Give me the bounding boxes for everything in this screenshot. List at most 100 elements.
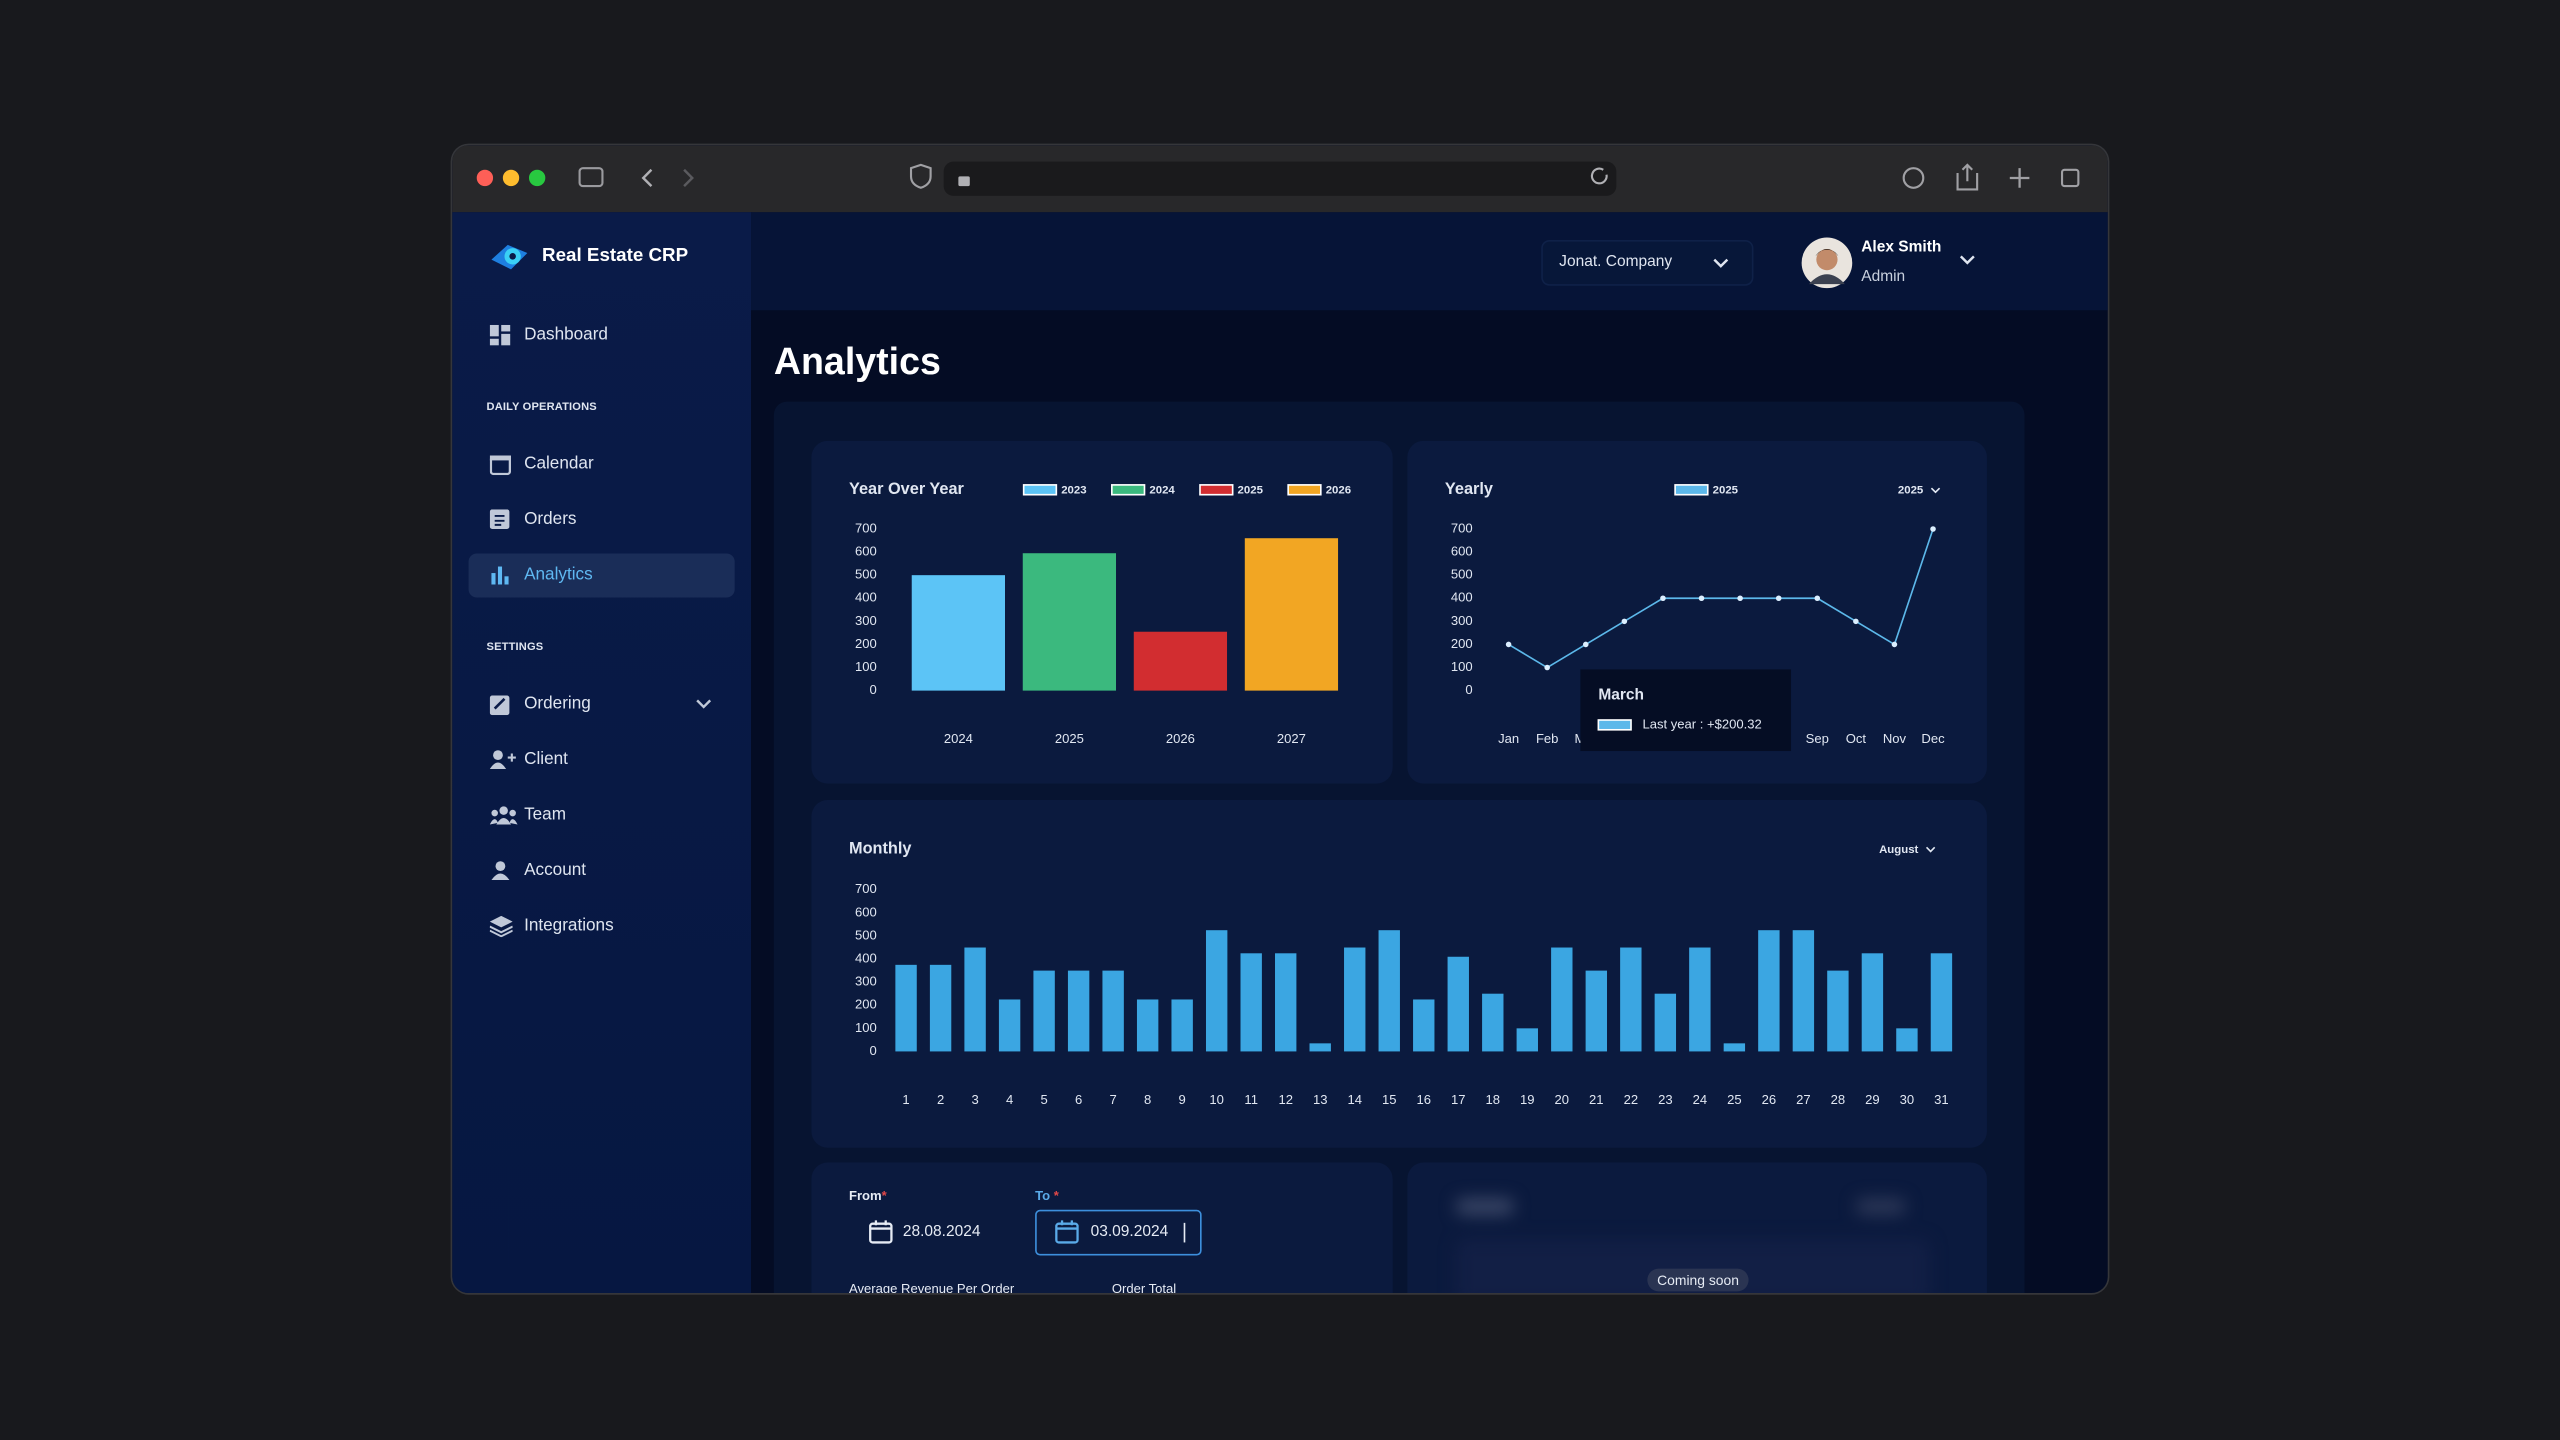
company-name: Jonat. Company bbox=[1559, 253, 1673, 272]
legend-swatch bbox=[1199, 484, 1234, 496]
y-tick-label: 600 bbox=[855, 904, 877, 919]
nav-icon bbox=[489, 324, 511, 346]
x-tick-label: 17 bbox=[1451, 1092, 1466, 1107]
company-select[interactable]: Jonat. Company bbox=[1542, 241, 1752, 285]
reload-button[interactable] bbox=[1590, 167, 1608, 185]
x-tick-label: 18 bbox=[1486, 1092, 1501, 1107]
x-tick-label: Jan bbox=[1498, 731, 1519, 746]
chart-title: Monthly bbox=[849, 839, 912, 857]
user-menu-chevron[interactable] bbox=[1959, 253, 1975, 266]
chart-card: Year Over Year 0 100 200 300 400 500 600 700 2024… bbox=[811, 440, 1393, 784]
bar bbox=[1827, 970, 1849, 1052]
x-tick-label: 13 bbox=[1313, 1092, 1328, 1107]
metric-label: Order Total bbox=[1111, 1281, 1177, 1294]
calendar-icon bbox=[1055, 1220, 1079, 1244]
expand-chevron[interactable] bbox=[696, 697, 712, 710]
chart: Year Over Year 0 100 200 300 400 500 600 700 2024… bbox=[849, 480, 1351, 746]
nav-item[interactable]: Orders bbox=[469, 498, 735, 542]
sidebar: Real Estate CRP Dashboard DAILY OPERATIO… bbox=[452, 212, 752, 1294]
selector-chevron bbox=[1930, 487, 1941, 494]
share-button[interactable] bbox=[1956, 163, 1979, 191]
period-selector[interactable]: August bbox=[1879, 844, 1918, 856]
nav-item[interactable]: Integrations bbox=[469, 904, 735, 948]
line bbox=[1508, 528, 1934, 669]
x-tick-label: 12 bbox=[1278, 1092, 1293, 1107]
bar bbox=[1930, 953, 1953, 1052]
bar bbox=[1758, 930, 1780, 1052]
x-tick-label: Oct bbox=[1846, 731, 1867, 746]
nav-item[interactable]: Calendar bbox=[469, 442, 735, 486]
browser-toolbar bbox=[452, 145, 2108, 213]
x-tick-label: 23 bbox=[1658, 1092, 1673, 1107]
downloads-button[interactable] bbox=[1902, 167, 1925, 189]
zoom-button[interactable] bbox=[528, 169, 546, 187]
sidebar-toggle[interactable] bbox=[578, 167, 604, 188]
tooltip bbox=[1580, 669, 1792, 752]
minimize-button[interactable] bbox=[502, 169, 520, 187]
select-chevron bbox=[1713, 258, 1729, 268]
bar bbox=[929, 964, 952, 1052]
nav-item[interactable]: Account bbox=[469, 849, 735, 893]
point bbox=[1505, 641, 1512, 648]
x-tick-label: 9 bbox=[1179, 1092, 1186, 1107]
legend-label: 2023 bbox=[1061, 485, 1086, 497]
point bbox=[1544, 664, 1550, 671]
new-tab-button[interactable] bbox=[2009, 168, 2030, 188]
bar bbox=[1896, 1028, 1918, 1052]
bar bbox=[895, 964, 917, 1052]
close-button[interactable] bbox=[476, 169, 494, 187]
x-tick-label: 30 bbox=[1900, 1092, 1915, 1107]
text-cursor bbox=[1183, 1222, 1186, 1243]
y-tick-label: 100 bbox=[855, 659, 877, 674]
y-tick-label: 200 bbox=[855, 636, 877, 651]
bar bbox=[1447, 956, 1469, 1052]
bar bbox=[964, 947, 986, 1052]
y-tick-label: 500 bbox=[855, 567, 877, 582]
point bbox=[1853, 618, 1859, 625]
selector-chevron bbox=[1925, 846, 1936, 853]
point bbox=[1621, 618, 1628, 625]
forward-button[interactable] bbox=[683, 168, 694, 187]
x-tick-label: 22 bbox=[1624, 1092, 1639, 1107]
privacy-icon[interactable] bbox=[909, 163, 932, 189]
nav-label: Calendar bbox=[524, 453, 594, 474]
legend-label: 2025 bbox=[1713, 485, 1739, 497]
back-button[interactable] bbox=[641, 168, 653, 187]
nav-label: Dashboard bbox=[524, 324, 608, 345]
nav-item-active[interactable]: Analytics bbox=[468, 553, 735, 598]
tabs-button[interactable] bbox=[2060, 168, 2080, 188]
bar bbox=[1309, 1043, 1331, 1052]
from-label: From bbox=[848, 1188, 882, 1204]
x-tick-label: 1 bbox=[902, 1092, 909, 1107]
x-tick-label: 8 bbox=[1144, 1092, 1151, 1107]
nav-item[interactable]: Ordering bbox=[469, 682, 735, 726]
bar bbox=[1102, 970, 1124, 1052]
address-bar[interactable] bbox=[943, 161, 1617, 196]
nav-icon bbox=[489, 806, 518, 825]
y-tick-label: 200 bbox=[855, 997, 877, 1012]
tooltip-title: March bbox=[1598, 687, 1644, 704]
period-selector[interactable]: 2025 bbox=[1898, 485, 1924, 497]
bar bbox=[1344, 947, 1366, 1052]
brand-name: Real Estate CRP bbox=[542, 246, 689, 267]
y-tick-label: 400 bbox=[855, 951, 877, 966]
chart-card: Monthly 0 100 200 300 400 500 600 700 1 2 3 4 5 6 7 8 9 10… bbox=[811, 799, 1987, 1148]
x-tick-label: 20 bbox=[1555, 1092, 1570, 1107]
y-tick-label: 200 bbox=[1451, 636, 1473, 651]
from-date-input[interactable]: 28.08.2024 bbox=[864, 1211, 1011, 1253]
x-tick-label: Sep bbox=[1806, 731, 1829, 746]
x-tick-label: 11 bbox=[1244, 1092, 1258, 1107]
legend-label: 2025 bbox=[1238, 485, 1264, 497]
x-tick-label: 6 bbox=[1075, 1092, 1082, 1107]
bar bbox=[1413, 999, 1435, 1052]
nav-item[interactable]: Team bbox=[469, 793, 735, 837]
user-avatar[interactable] bbox=[1801, 237, 1853, 289]
bar bbox=[1585, 970, 1608, 1052]
nav-item[interactable]: Client bbox=[469, 738, 735, 782]
bar bbox=[1067, 970, 1090, 1052]
chart: Yearly0100200300400500600700JanFebMarApr… bbox=[1445, 480, 1945, 752]
nav-item[interactable]: Dashboard bbox=[469, 313, 735, 357]
bar bbox=[1689, 947, 1711, 1052]
to-date-input[interactable]: 03.09.2024 bbox=[1035, 1209, 1202, 1256]
